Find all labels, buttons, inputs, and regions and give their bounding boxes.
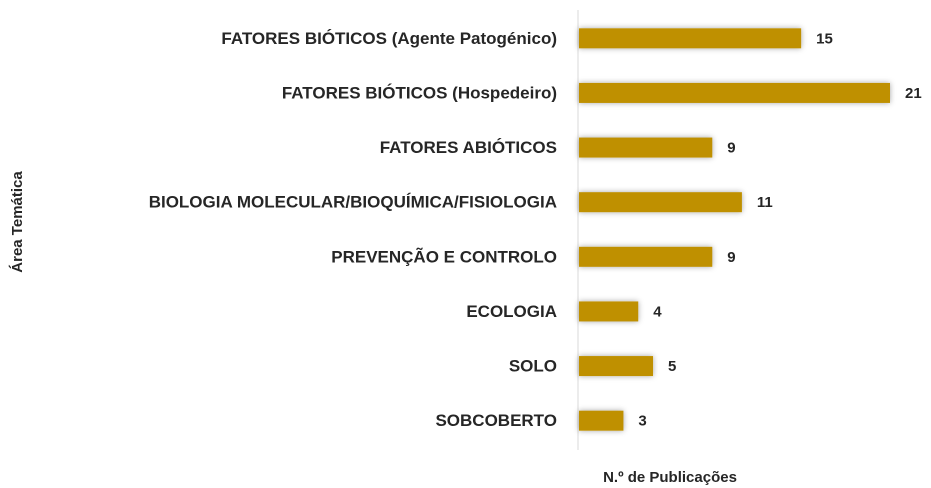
data-label: 5 bbox=[668, 358, 676, 375]
data-label: 11 bbox=[757, 194, 773, 211]
y-axis-title: Área Temática bbox=[9, 171, 26, 273]
y-tick-label: FATORES ABIÓTICOS bbox=[380, 138, 557, 157]
data-label: 21 bbox=[905, 85, 922, 102]
data-label: 9 bbox=[727, 249, 735, 266]
bar bbox=[579, 82, 890, 103]
data-label: 3 bbox=[638, 413, 646, 430]
y-tick-label: ECOLOGIA bbox=[466, 302, 557, 321]
bar bbox=[579, 192, 742, 213]
x-axis-title: N.º de Publicações bbox=[603, 469, 737, 486]
bar bbox=[579, 28, 802, 49]
bar bbox=[579, 410, 624, 431]
y-tick-label: SOLO bbox=[509, 357, 557, 376]
y-tick-label: BIOLOGIA MOLECULAR/BIOQUÍMICA/FISIOLOGIA bbox=[149, 193, 557, 212]
data-label: 9 bbox=[727, 140, 735, 157]
bar bbox=[579, 301, 639, 322]
data-label: 4 bbox=[653, 303, 662, 320]
bar bbox=[579, 246, 713, 267]
y-tick-label: PREVENÇÃO E CONTROLO bbox=[331, 246, 557, 266]
bar bbox=[579, 356, 654, 377]
y-tick-label: SOBCOBERTO bbox=[435, 411, 557, 430]
y-tick-label: FATORES BIÓTICOS (Agente Patogénico) bbox=[221, 29, 557, 48]
data-label: 15 bbox=[816, 30, 833, 47]
y-tick-label: FATORES BIÓTICOS (Hospedeiro) bbox=[282, 83, 557, 102]
bar bbox=[579, 137, 713, 158]
